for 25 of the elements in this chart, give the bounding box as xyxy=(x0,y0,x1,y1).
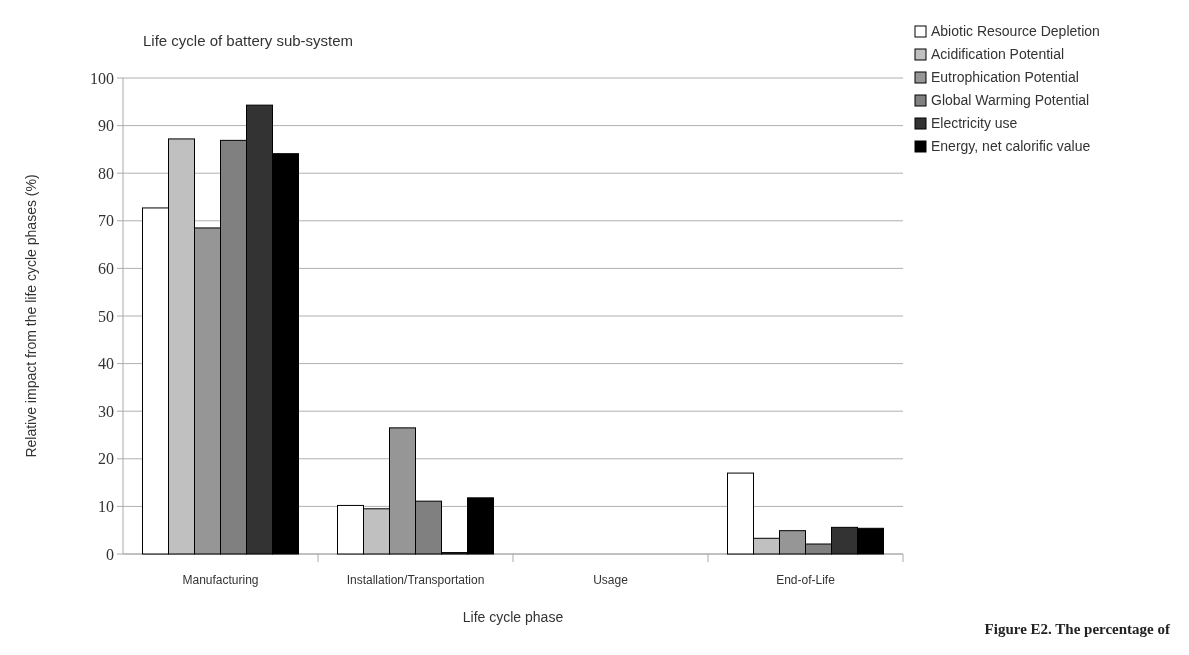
legend-label: Global Warming Potential xyxy=(931,92,1090,108)
chart-title: Life cycle of battery sub-system xyxy=(143,32,354,49)
y-tick-label: 20 xyxy=(98,450,114,468)
legend-label: Electricity use xyxy=(931,115,1018,131)
x-tick-label: Installation/Transportation xyxy=(346,573,485,587)
legend-label: Eutrophication Potential xyxy=(931,69,1079,85)
x-tick-label: End-of-Life xyxy=(776,573,836,587)
y-tick-label: 70 xyxy=(98,212,114,230)
y-axis-title: Relative impact from the life cycle phases (%) xyxy=(23,174,39,458)
y-tick-label: 0 xyxy=(106,545,114,563)
legend-label: Energy, net calorific value xyxy=(931,138,1091,154)
x-axis-title: Life cycle phase xyxy=(462,609,564,625)
y-tick-label: 40 xyxy=(98,355,114,373)
y-tick-label: 90 xyxy=(98,117,114,135)
caption: Figure E2. The percentage of xyxy=(984,621,1171,637)
x-tick-label: Manufacturing xyxy=(182,573,259,587)
legend-label: Acidification Potential xyxy=(931,46,1065,62)
y-tick-label: 60 xyxy=(98,260,114,277)
y-tick-label: 50 xyxy=(98,307,114,325)
y-tick-label: 10 xyxy=(98,498,114,515)
y-tick-label: 80 xyxy=(98,164,114,182)
x-tick-label: Usage xyxy=(593,573,629,587)
legend-label: Abiotic Resource Depletion xyxy=(931,23,1100,39)
y-tick-label: 30 xyxy=(98,402,114,420)
y-tick-label: 100 xyxy=(90,69,114,87)
